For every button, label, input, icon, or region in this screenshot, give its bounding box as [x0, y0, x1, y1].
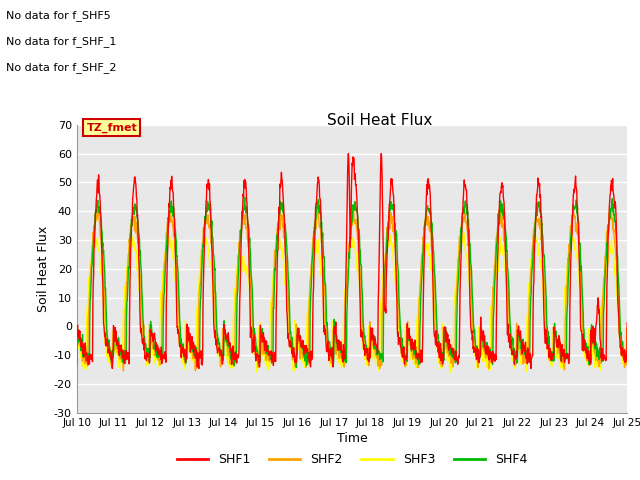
Legend: SHF1, SHF2, SHF3, SHF4: SHF1, SHF2, SHF3, SHF4: [172, 448, 532, 471]
Text: No data for f_SHF5: No data for f_SHF5: [6, 10, 111, 21]
Text: No data for f_SHF_2: No data for f_SHF_2: [6, 62, 117, 73]
X-axis label: Time: Time: [337, 432, 367, 445]
Text: No data for f_SHF_1: No data for f_SHF_1: [6, 36, 116, 47]
Title: Soil Heat Flux: Soil Heat Flux: [327, 113, 432, 128]
Y-axis label: Soil Heat Flux: Soil Heat Flux: [36, 226, 50, 312]
Text: TZ_fmet: TZ_fmet: [86, 122, 137, 132]
